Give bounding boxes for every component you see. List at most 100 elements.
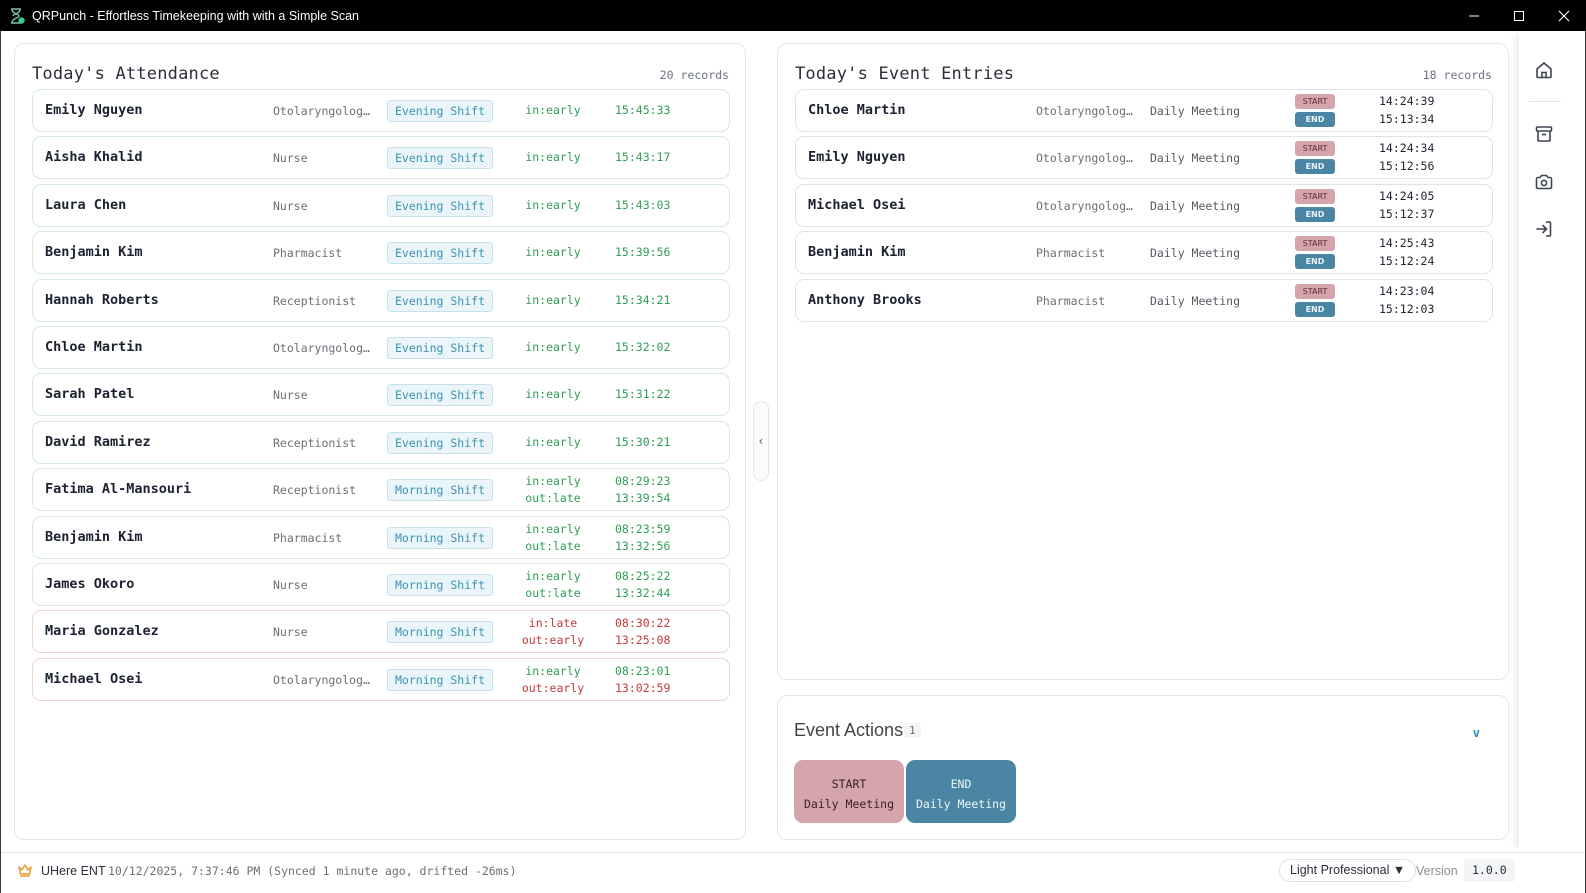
- event-actions-count: 1: [904, 723, 921, 738]
- start-daily-meeting-button[interactable]: START Daily Meeting: [794, 760, 904, 823]
- event-entry-row[interactable]: Emily Nguyen Otolaryngologi… Daily Meeting…: [795, 136, 1493, 180]
- shift-tag: Morning Shift: [387, 526, 494, 549]
- employee-name: Aisha Khalid: [45, 149, 143, 166]
- minimize-button[interactable]: [1451, 0, 1496, 31]
- shift-tag: Evening Shift: [387, 242, 494, 265]
- employee-name: Chloe Martin: [45, 338, 143, 355]
- employee-role: Otolaryngologi…: [1036, 104, 1136, 118]
- sign-in-icon: [1536, 221, 1552, 237]
- shift-tag: Evening Shift: [387, 336, 494, 359]
- attendance-row[interactable]: Benjamin Kim Pharmacist Evening Shift in:ea…: [32, 231, 730, 275]
- employee-role: Receptionist: [273, 435, 357, 450]
- check-in-time: 08:30:22: [615, 616, 671, 631]
- check-out-status: out:late: [525, 491, 581, 506]
- employee-name: Benjamin Kim: [45, 244, 143, 261]
- attendance-row[interactable]: Maria Gonzalez Nurse Morning Shift in:late 0…: [32, 610, 730, 654]
- employee-name: Laura Chen: [45, 196, 127, 213]
- sidebar-item-camera[interactable]: [1532, 170, 1556, 194]
- end-time: 15:12:56: [1379, 159, 1435, 174]
- attendance-title: Today's Attendance: [32, 64, 220, 84]
- shift-tag: Evening Shift: [387, 384, 494, 407]
- shift-tag: Morning Shift: [387, 668, 494, 691]
- employee-name: Emily Nguyen: [45, 102, 143, 118]
- employee-name: James Okoro: [45, 575, 135, 592]
- check-in-status: in:early: [525, 663, 581, 678]
- minimize-icon: [1468, 15, 1479, 16]
- check-in-time: 15:43:17: [615, 150, 671, 165]
- shift-tag: Evening Shift: [387, 289, 494, 312]
- check-in-status: in:late: [528, 616, 578, 631]
- attendance-row[interactable]: Chloe Martin Otolaryngologi… Evening Shift…: [32, 325, 730, 369]
- attendance-row[interactable]: James Okoro Nurse Morning Shift in:early 08:…: [32, 562, 730, 606]
- attendance-row[interactable]: Hannah Roberts Receptionist Evening Shift i…: [32, 278, 730, 322]
- employee-role: Otolaryngologi…: [273, 672, 375, 687]
- check-in-status: in:early: [525, 245, 581, 260]
- attendance-row[interactable]: Emily Nguyen Otolaryngologi… Evening Shift…: [32, 89, 730, 132]
- employee-name: Emily Nguyen: [808, 149, 906, 166]
- collapse-panel-handle[interactable]: ‹: [753, 401, 769, 481]
- close-button[interactable]: [1541, 0, 1586, 31]
- check-out-time: 13:32:44: [615, 585, 671, 600]
- event-name: Daily Meeting: [1150, 293, 1241, 308]
- attendance-row[interactable]: Fatima Al-Mansouri Receptionist Morning Sh…: [32, 468, 730, 512]
- sidebar-item-archive[interactable]: [1532, 122, 1556, 146]
- crown-icon: [17, 862, 33, 881]
- start-time: 14:23:04: [1379, 283, 1435, 298]
- employee-role: Nurse: [273, 388, 308, 403]
- action-kind: END: [950, 777, 972, 791]
- maximize-button[interactable]: [1496, 0, 1541, 31]
- chevron-left-icon: ‹: [757, 434, 765, 448]
- archive-icon: [1535, 126, 1553, 142]
- right-sidebar: [1519, 31, 1585, 852]
- check-in-time: 08:29:23: [615, 474, 671, 489]
- employee-name: Hannah Roberts: [45, 291, 159, 308]
- end-time: 15:12:03: [1379, 301, 1435, 316]
- employee-name: Fatima Al-Mansouri: [45, 481, 192, 498]
- event-actions-toggle[interactable]: v: [1472, 726, 1480, 740]
- attendance-list: Emily Nguyen Otolaryngologi… Evening Shift…: [32, 89, 730, 705]
- event-entry-row[interactable]: Anthony Brooks Pharmacist Daily Meeting STA…: [795, 278, 1493, 322]
- shift-tag: Morning Shift: [387, 573, 494, 596]
- shift-tag: Morning Shift: [387, 621, 494, 644]
- check-in-time: 15:30:21: [615, 434, 671, 449]
- check-out-time: 13:25:08: [615, 633, 671, 648]
- event-entry-row[interactable]: Chloe Martin Otolaryngologi… Daily Meeting…: [795, 89, 1493, 132]
- event-name: Daily Meeting: [1150, 246, 1241, 261]
- event-entries-panel: Today's Event Entries 18 records Chloe M…: [777, 43, 1509, 680]
- attendance-row[interactable]: David Ramirez Receptionist Evening Shift in…: [32, 420, 730, 464]
- employee-name: Maria Gonzalez: [45, 623, 159, 640]
- check-in-time: 08:25:22: [615, 568, 671, 583]
- shift-tag: Morning Shift: [387, 479, 494, 502]
- employee-role: Otolaryngologi…: [273, 340, 375, 355]
- attendance-row[interactable]: Michael Osei Otolaryngologi… Morning Shift…: [32, 657, 730, 701]
- check-out-status: out:early: [521, 633, 585, 648]
- employee-name: Michael Osei: [45, 670, 143, 687]
- end-daily-meeting-button[interactable]: END Daily Meeting: [906, 760, 1016, 823]
- attendance-row[interactable]: Sarah Patel Nurse Evening Shift in:early 15:…: [32, 373, 730, 417]
- check-in-status: in:early: [525, 434, 581, 449]
- check-in-time: 15:39:56: [615, 245, 671, 260]
- event-entry-row[interactable]: Benjamin Kim Pharmacist Daily Meeting START…: [795, 231, 1493, 275]
- sidebar-item-sign-in[interactable]: [1532, 217, 1556, 241]
- start-badge: START: [1295, 188, 1335, 204]
- check-out-status: out:late: [525, 585, 581, 600]
- version-value: 1.0.0: [1464, 859, 1515, 882]
- attendance-record-count: 20 records: [659, 68, 729, 82]
- event-record-count: 18 records: [1422, 68, 1492, 82]
- employee-name: Benjamin Kim: [808, 244, 906, 261]
- check-in-status: in:early: [525, 103, 581, 117]
- brand-name: UHere ENT: [41, 864, 106, 878]
- check-in-status: in:early: [525, 292, 581, 307]
- attendance-row[interactable]: Laura Chen Nurse Evening Shift in:early 15:4…: [32, 183, 730, 227]
- sidebar-divider: [1529, 101, 1561, 102]
- employee-name: Chloe Martin: [808, 102, 906, 118]
- employee-name: Sarah Patel: [45, 386, 135, 403]
- start-time: 14:24:39: [1379, 94, 1435, 108]
- attendance-row[interactable]: Aisha Khalid Nurse Evening Shift in:early 15…: [32, 136, 730, 180]
- theme-select[interactable]: Light Professional ▼: [1279, 859, 1417, 882]
- sidebar-item-home[interactable]: [1532, 58, 1556, 82]
- employee-role: Pharmacist: [273, 530, 343, 545]
- event-entry-row[interactable]: Michael Osei Otolaryngologi… Daily Meeting…: [795, 183, 1493, 227]
- check-in-status: in:early: [525, 197, 581, 212]
- attendance-row[interactable]: Benjamin Kim Pharmacist Morning Shift in:ea…: [32, 515, 730, 559]
